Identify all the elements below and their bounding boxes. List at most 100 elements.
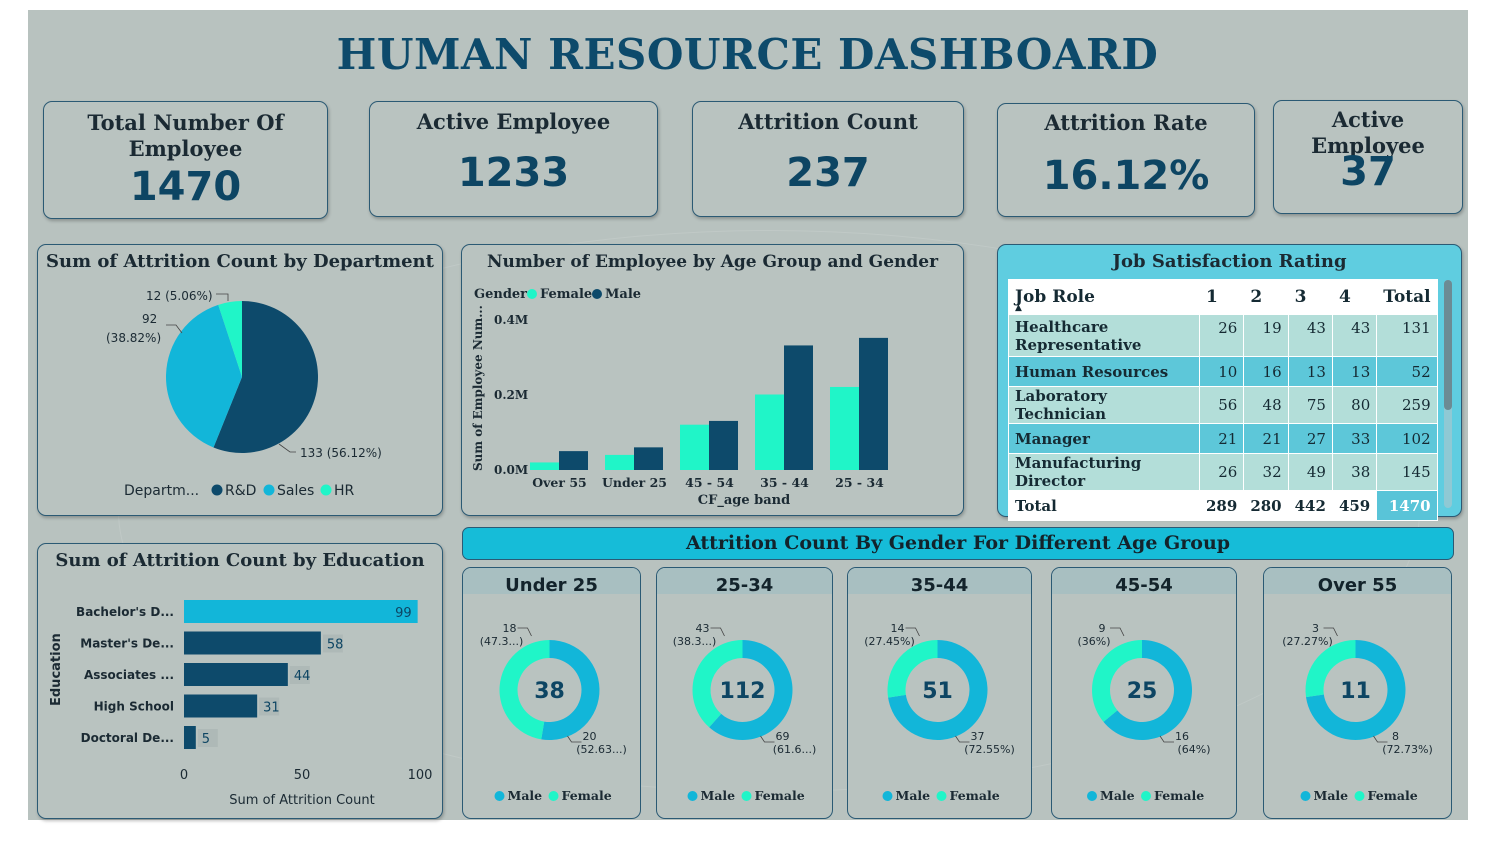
female-data-label: 9 xyxy=(1099,622,1106,635)
col-header-job-role[interactable]: Job Role ▲ xyxy=(1008,279,1200,315)
legend-female-swatch xyxy=(527,289,537,299)
bar-data-label: 31 xyxy=(263,701,280,716)
kpi-attrition-rate[interactable]: Attrition Rate 16.12% xyxy=(997,103,1255,217)
department-pie-card[interactable]: Sum of Attrition Count by Department 12 … xyxy=(37,244,443,516)
legend-female-swatch xyxy=(936,791,947,801)
job-satisfaction-card[interactable]: Job Satisfaction Rating Job Role ▲ 1 2 3 … xyxy=(997,244,1462,521)
col-header-4[interactable]: 4 xyxy=(1331,279,1378,315)
female-leader-line xyxy=(1110,627,1125,637)
legend-title: Departm... xyxy=(124,483,199,499)
male-data-label-pct: (72.55%) xyxy=(964,743,1015,756)
donut-card-over55[interactable]: Over 55 11 3 (27.27%) 8 (72.73%) Male Female xyxy=(1263,567,1452,819)
male-data-label: 37 xyxy=(971,730,985,743)
donut-title: 45-54 xyxy=(1052,568,1236,596)
x-axis-label: Sum of Attrition Count xyxy=(229,793,374,808)
job-role-cell: Human Resources xyxy=(1008,356,1200,387)
legend-sales-swatch xyxy=(263,484,275,496)
x-tick-label: 0 xyxy=(180,768,188,783)
rating-cell: 26 xyxy=(1198,314,1245,357)
y-tick-label: Master's De... xyxy=(80,637,174,651)
bar-male xyxy=(784,345,813,470)
legend-title: Gender xyxy=(474,287,527,302)
rd-data-label: 133 (56.12%) xyxy=(300,446,382,460)
female-data-label-pct: (47.3...) xyxy=(480,635,524,648)
bar-female xyxy=(605,454,634,470)
age-gender-chart-card[interactable]: Number of Employee by Age Group and Gend… xyxy=(461,244,964,516)
kpi-active-employee-2[interactable]: Active Employee 37 xyxy=(1273,100,1463,214)
donut-slice-male xyxy=(888,640,988,740)
donut-card-3544[interactable]: 35-44 51 14 (27.45%) 37 (72.55%) Male Female xyxy=(847,567,1032,819)
x-tick-label: 35 - 44 xyxy=(760,475,809,490)
scrollbar-thumb[interactable] xyxy=(1444,280,1452,410)
legend-male-swatch xyxy=(1087,791,1097,801)
table-scrollbar[interactable] xyxy=(1444,280,1452,508)
col-header-1[interactable]: 1 xyxy=(1198,279,1245,315)
legend-rd-swatch xyxy=(211,484,223,496)
job-satisfaction-table: Job Role ▲ 1 2 3 4 Total Healthcare Repre… xyxy=(1008,279,1438,521)
col-header-2[interactable]: 2 xyxy=(1243,279,1289,315)
legend-male-label: Male xyxy=(508,788,543,803)
female-data-label-pct: (27.27%) xyxy=(1282,635,1333,648)
donut-slice-female xyxy=(1092,640,1142,722)
donut-card-2534[interactable]: 25-34 112 43 (38.3...) 69 (61.6...) Male Female xyxy=(656,567,833,819)
bar-data-label: 99 xyxy=(395,606,412,621)
x-tick-label: Over 55 xyxy=(532,475,586,490)
male-data-label: 8 xyxy=(1392,730,1399,743)
donut-center-total: 25 xyxy=(1127,679,1158,704)
rating-cell: 19 xyxy=(1243,314,1289,357)
legend-male-swatch xyxy=(1300,791,1311,801)
rating-cell: 33 xyxy=(1331,423,1378,454)
male-data-label: 16 xyxy=(1175,730,1189,743)
education-chart-card[interactable]: Sum of Attrition Count by Education Educ… xyxy=(37,543,443,819)
panel-title: Number of Employee by Age Group and Gend… xyxy=(486,252,939,272)
bar-female xyxy=(680,424,709,470)
legend-female-label: Female xyxy=(755,788,805,803)
kpi-label: Total Number Of Employee xyxy=(87,110,284,161)
table-row: Manufacturing Director 26 32 49 38 145 xyxy=(1008,453,1438,491)
legend-female-swatch xyxy=(1141,791,1151,801)
bar-education xyxy=(184,694,258,718)
kpi-value: 37 xyxy=(1340,149,1396,195)
y-tick-label: 0.4M xyxy=(494,313,528,327)
rating-cell: 13 xyxy=(1331,356,1378,387)
y-tick-label: 0.0M xyxy=(494,463,528,477)
sort-ascending-icon: ▲ xyxy=(1015,303,1022,313)
bar-education xyxy=(184,600,418,623)
col-header-total[interactable]: Total xyxy=(1376,279,1438,315)
job-role-cell: Manager xyxy=(1008,423,1200,454)
legend-female-label: Female xyxy=(1154,788,1204,803)
legend-male-swatch xyxy=(882,791,893,801)
bar-male xyxy=(634,447,663,470)
bar-male xyxy=(559,451,588,470)
donut-chart: 112 43(38.3...) 69(61.6...) Male Female xyxy=(673,622,817,803)
kpi-value: 1470 xyxy=(129,164,242,210)
total-cell: 145 xyxy=(1376,453,1438,491)
donut-title: Over 55 xyxy=(1264,568,1451,596)
total-cell: 52 xyxy=(1376,356,1438,387)
legend-male-swatch xyxy=(494,791,505,801)
kpi-value: 1233 xyxy=(457,150,570,196)
male-leader-line xyxy=(1373,735,1388,743)
rating-cell: 38 xyxy=(1331,453,1378,491)
rating-cell: 43 xyxy=(1331,314,1378,357)
pie-slice-hr xyxy=(218,301,242,377)
donut-card-4554[interactable]: 45-54 25 9 (36%) 16 (64%) Male Female xyxy=(1051,567,1237,819)
legend-sales-label: Sales xyxy=(277,483,314,499)
col-header-3[interactable]: 3 xyxy=(1287,279,1333,315)
donut-slice-male xyxy=(1103,640,1192,740)
kpi-attrition-count[interactable]: Attrition Count 237 xyxy=(692,101,964,217)
female-leader-line xyxy=(1323,627,1338,637)
kpi-active-employee[interactable]: Active Employee 1233 xyxy=(369,101,658,217)
y-tick-label: 0.2M xyxy=(494,388,528,402)
sales-data-label: 92 xyxy=(142,312,157,326)
total-rating-cell: 289 xyxy=(1198,490,1245,521)
kpi-value: 16.12% xyxy=(1042,153,1210,199)
legend-female-swatch xyxy=(1354,791,1365,801)
female-data-label-pct: (27.45%) xyxy=(864,635,915,648)
kpi-total-employees[interactable]: Total Number Of Employee 1470 xyxy=(43,101,328,219)
donut-card-under25[interactable]: Under 25 38 18 (47.3...) 20 (52.63...) Male Fem… xyxy=(462,567,641,819)
rating-cell: 48 xyxy=(1243,386,1289,424)
donut-slice-female xyxy=(499,640,550,740)
male-data-label-pct: (61.6...) xyxy=(773,743,817,756)
attrition-gender-age-title: Attrition Count By Gender For Different … xyxy=(462,527,1454,560)
